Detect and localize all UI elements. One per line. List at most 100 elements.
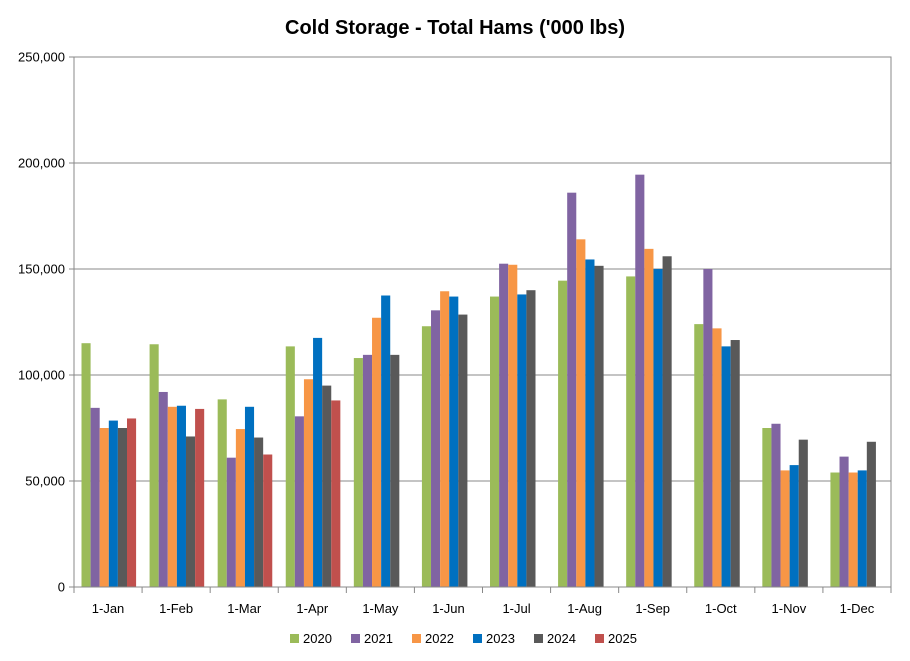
bars: [81, 174, 876, 588]
x-tick-label: 1-Nov: [772, 601, 807, 616]
legend-swatch-2021: [351, 634, 360, 643]
bar-2021-1-Nov: [771, 423, 781, 587]
bar-2020-1-Sep: [626, 276, 636, 587]
x-tick-label: 1-Feb: [159, 601, 193, 616]
bar-2023-1-Sep: [653, 269, 663, 587]
legend: 2020 2021 2022 2023 2024 2025: [290, 631, 637, 646]
bar-2023-1-Jan: [108, 420, 118, 587]
bar-2022-1-May: [372, 317, 382, 587]
chart-title: Cold Storage - Total Hams ('000 lbs): [285, 17, 625, 39]
bar-2024-1-Feb: [185, 436, 196, 587]
bar-2020-1-May: [353, 358, 363, 587]
bar-2024-1-Dec: [866, 441, 876, 587]
bar-2023-1-Dec: [857, 470, 867, 587]
bar-2024-1-Sep: [662, 256, 672, 587]
bar-2024-1-Aug: [594, 265, 604, 587]
plot-border: [73, 56, 892, 588]
bar-2022-1-Mar: [235, 429, 245, 587]
bar-2022-1-Nov: [780, 470, 790, 587]
bar-2023-1-May: [381, 295, 391, 587]
legend-label-2025: 2025: [608, 631, 637, 646]
legend-label-2020: 2020: [303, 631, 332, 646]
y-tick-label: 100,000: [18, 368, 65, 383]
bar-2025-1-Jan: [127, 418, 137, 587]
bar-2022-1-Jul: [508, 264, 518, 587]
y-tick-label: 250,000: [18, 50, 65, 65]
bar-2022-1-Jun: [440, 291, 450, 587]
x-tick-label: 1-Jan: [92, 601, 125, 616]
bar-2021-1-Jul: [499, 263, 509, 587]
bar-2023-1-Oct: [721, 346, 731, 587]
bar-2023-1-Aug: [585, 259, 595, 587]
bar-2022-1-Oct: [712, 328, 722, 587]
bar-2024-1-Jun: [458, 314, 468, 587]
bar-2021-1-Sep: [635, 174, 645, 587]
bar-2020-1-Feb: [149, 344, 159, 587]
bar-2022-1-Feb: [167, 406, 177, 587]
bar-2020-1-Nov: [762, 428, 772, 587]
x-tick-label: 1-Mar: [227, 601, 262, 616]
y-tick-label: 200,000: [18, 156, 65, 171]
legend-label-2022: 2022: [425, 631, 454, 646]
bar-2023-1-Mar: [244, 406, 255, 587]
bar-2020-1-Dec: [830, 472, 840, 587]
bar-2023-1-Jun: [449, 296, 459, 587]
bar-2023-1-Apr: [313, 337, 323, 587]
bar-2021-1-Jan: [90, 407, 100, 587]
legend-label-2021: 2021: [364, 631, 393, 646]
bar-2021-1-Feb: [158, 391, 168, 587]
bar-2022-1-Sep: [644, 248, 654, 588]
y-tick-label: 150,000: [18, 262, 65, 277]
x-tick-label: 1-Apr: [296, 601, 328, 616]
bar-2022-1-Apr: [303, 379, 314, 587]
legend-label-2023: 2023: [486, 631, 515, 646]
bar-2024-1-Mar: [254, 437, 264, 587]
bar-2025-1-Mar: [263, 454, 273, 587]
y-tick-label: 0: [58, 580, 65, 595]
bar-2021-1-Oct: [703, 269, 713, 587]
bar-2020-1-Jul: [490, 296, 500, 587]
x-axis-ticks: 1-Jan 1-Feb 1-Mar 1-Apr 1-May 1-Jun 1-Jul 1-Aug…: [73, 587, 892, 616]
bar-2023-1-Jul: [517, 294, 527, 587]
x-tick-label: 1-Aug: [567, 601, 602, 616]
bar-2021-1-Dec: [839, 456, 849, 587]
bar-2023-1-Feb: [176, 405, 186, 587]
bar-2024-1-Apr: [322, 385, 332, 587]
bar-2020-1-Mar: [217, 399, 227, 587]
bar-2024-1-Jul: [526, 290, 536, 587]
legend-label-2024: 2024: [547, 631, 576, 646]
bar-2020-1-Jan: [81, 343, 91, 587]
x-tick-label: 1-Dec: [840, 601, 875, 616]
x-tick-label: 1-Jul: [502, 601, 530, 616]
x-tick-label: 1-Oct: [705, 601, 737, 616]
y-tick-label: 50,000: [25, 474, 65, 489]
legend-swatch-2023: [473, 634, 482, 643]
bar-2024-1-May: [390, 354, 400, 587]
legend-swatch-2022: [412, 634, 421, 643]
bar-2022-1-Aug: [576, 239, 586, 587]
legend-swatch-2024: [534, 634, 543, 643]
legend-swatch-2020: [290, 634, 299, 643]
bar-2022-1-Dec: [848, 472, 858, 587]
bar-2021-1-May: [362, 354, 373, 587]
bar-2021-1-Jun: [431, 310, 441, 587]
bar-2024-1-Jan: [117, 428, 127, 587]
bar-2025-1-Feb: [195, 408, 205, 587]
bar-2025-1-Apr: [331, 400, 341, 587]
bar-2022-1-Jan: [99, 428, 109, 587]
bar-2021-1-Apr: [294, 416, 304, 587]
bar-2024-1-Oct: [730, 340, 740, 587]
bar-2021-1-Aug: [567, 192, 577, 587]
x-tick-label: 1-Sep: [635, 601, 670, 616]
x-tick-label: 1-May: [362, 601, 399, 616]
axes: [73, 56, 892, 588]
x-tick-label: 1-Jun: [432, 601, 465, 616]
bar-2023-1-Nov: [789, 465, 799, 587]
bar-2020-1-Oct: [694, 324, 704, 587]
bar-2024-1-Nov: [798, 439, 808, 587]
bar-2020-1-Jun: [421, 326, 432, 587]
legend-swatch-2025: [595, 634, 604, 643]
y-axis-ticks: 0 50,000 100,000 150,000 200,000 250,000: [18, 50, 74, 595]
bar-2021-1-Mar: [226, 457, 236, 587]
